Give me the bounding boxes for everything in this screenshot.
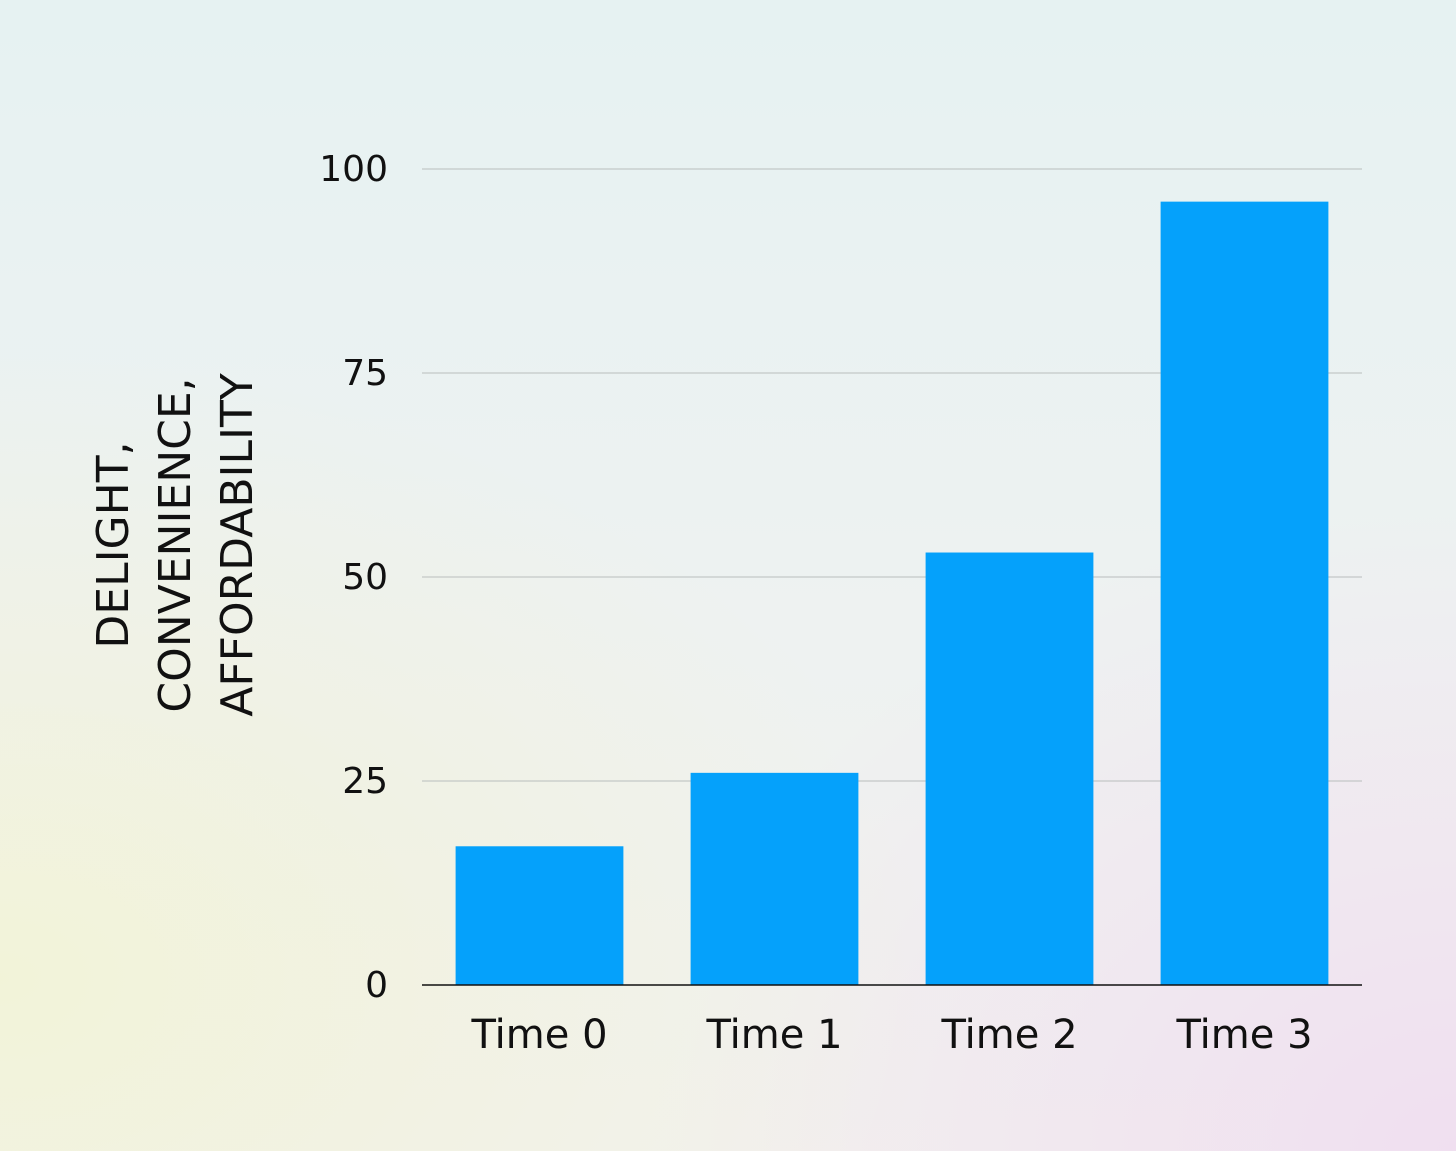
y-tick-label: 25 bbox=[342, 761, 388, 802]
bar bbox=[925, 552, 1094, 985]
y-tick-label: 0 bbox=[365, 965, 388, 1006]
y-axis-label-line: DELIGHT, bbox=[88, 441, 139, 648]
x-tick-label: Time 2 bbox=[940, 1012, 1077, 1058]
y-axis-label-line: AFFORDABILITY bbox=[212, 373, 263, 717]
x-tick-label: Time 3 bbox=[1175, 1012, 1312, 1058]
y-tick-label: 100 bbox=[319, 149, 388, 190]
bar bbox=[690, 772, 859, 985]
bar bbox=[455, 846, 624, 985]
y-tick-label: 50 bbox=[342, 557, 388, 598]
x-tick-label: Time 1 bbox=[705, 1012, 842, 1058]
x-tick-label: Time 0 bbox=[470, 1012, 607, 1058]
bar bbox=[1160, 201, 1329, 985]
y-axis-label-line: CONVENIENCE, bbox=[150, 377, 201, 712]
y-tick-label: 75 bbox=[342, 353, 388, 394]
y-axis-label: DELIGHT, CONVENIENCE, AFFORDABILITY bbox=[88, 373, 263, 717]
